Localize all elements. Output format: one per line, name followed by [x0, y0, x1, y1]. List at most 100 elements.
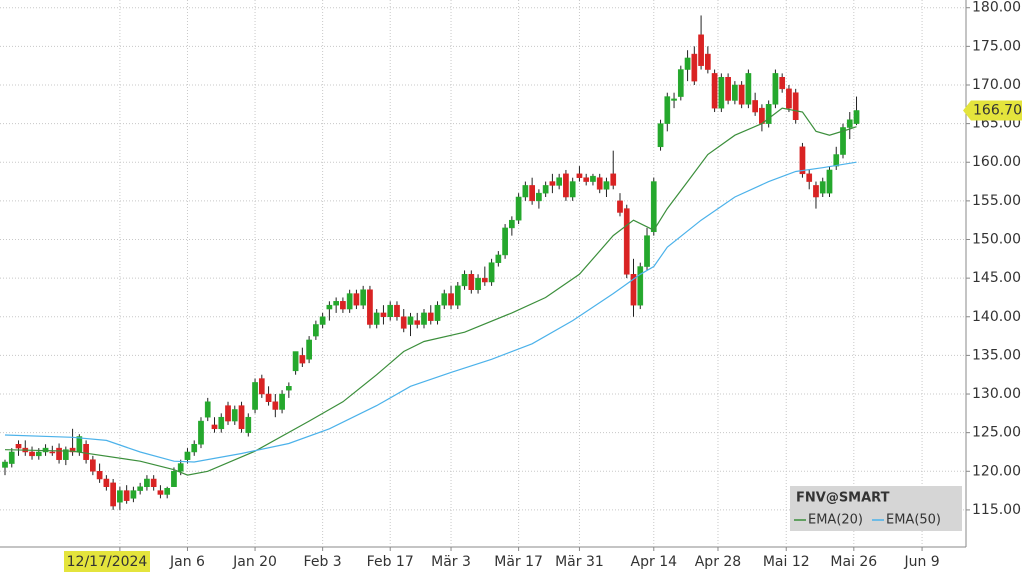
ema-line [4, 107, 857, 476]
candle-body [792, 92, 799, 121]
candle-body [623, 208, 630, 275]
candle-body [752, 100, 758, 113]
candle-body [853, 110, 860, 124]
candle-body [346, 293, 353, 310]
candle-body [515, 196, 522, 221]
x-tick-label: Mai 12 [763, 554, 810, 570]
candle-body [35, 451, 42, 457]
candle-body [191, 443, 198, 453]
candle-body [799, 146, 806, 175]
candle-body [569, 181, 576, 198]
candle-body [279, 393, 285, 410]
candle-body [583, 177, 590, 182]
x-tick-label: Apr 14 [631, 554, 678, 570]
candle-body [461, 274, 468, 287]
candle-body [664, 96, 671, 124]
legend-label: EMA(50) [886, 513, 941, 528]
candle-body [819, 181, 826, 194]
y-tick-label: 125.00 [972, 425, 1021, 441]
candle-body [421, 312, 427, 325]
legend-label: EMA(20) [808, 513, 863, 528]
candle-body [387, 304, 394, 318]
candle-body [522, 185, 529, 198]
candle-body [765, 104, 772, 124]
candle-body [123, 490, 130, 501]
candle-body [231, 409, 238, 422]
candle-body [556, 177, 563, 186]
candle-body [414, 320, 421, 325]
x-tick-label: Jan 6 [169, 554, 205, 570]
candle-body [691, 53, 698, 82]
candle-body [779, 77, 786, 90]
x-tick-label: Mär 17 [494, 554, 543, 570]
candle-body [454, 285, 461, 306]
candle-body [590, 175, 596, 182]
candle-body [434, 304, 441, 321]
candle-body [704, 53, 711, 70]
x-tick-label: Mai 26 [830, 554, 877, 570]
candle-body [110, 482, 116, 507]
candle-body [225, 405, 231, 422]
candle-body [137, 486, 144, 491]
candle-body [353, 293, 360, 306]
x-tick-label: Feb 17 [367, 554, 414, 570]
candle-body [617, 200, 623, 213]
candle-body [15, 443, 22, 449]
candle-body [171, 471, 177, 487]
candle-body [184, 451, 191, 460]
y-tick-label: 150.00 [972, 232, 1021, 248]
candle-body [630, 274, 637, 306]
candle-body [198, 420, 204, 445]
last-price-label: 166.70 [973, 102, 1022, 118]
candle-body [29, 451, 35, 457]
candle-body [806, 173, 813, 182]
candle-body [650, 181, 657, 233]
candle-body [380, 312, 387, 318]
candle-body [610, 173, 617, 186]
crosshair-date-box [64, 551, 150, 572]
candle-body [488, 262, 495, 283]
candle-body [373, 312, 380, 325]
candle-body [563, 173, 569, 198]
candle-body [49, 451, 56, 454]
candle-body [759, 107, 765, 124]
candle-body [117, 490, 123, 503]
last-price-marker [963, 100, 1022, 121]
candle-body [542, 185, 549, 194]
candle-body [846, 119, 853, 128]
y-tick-label: 180.00 [972, 0, 1021, 16]
x-tick-label: Jun 9 [903, 554, 939, 570]
candle-body [313, 324, 319, 337]
y-tick-label: 160.00 [972, 154, 1021, 170]
candle-body [164, 488, 171, 495]
candle-body [76, 436, 83, 453]
candle-body [306, 339, 312, 360]
candle-body [8, 451, 15, 464]
y-tick-label: 130.00 [972, 386, 1021, 402]
candle-body [481, 277, 488, 283]
candle-body [671, 98, 677, 101]
x-tick-label: Apr 28 [695, 554, 741, 570]
candle-body [90, 459, 96, 472]
candle-body [319, 316, 326, 325]
x-tick-label: Mär 3 [431, 554, 471, 570]
candle-body [495, 254, 502, 263]
candle-body [813, 185, 819, 198]
y-tick-label: 145.00 [972, 270, 1021, 286]
candle-body [603, 181, 610, 190]
candle-body [786, 88, 792, 109]
candle-body [258, 378, 265, 395]
candle-body [367, 289, 373, 325]
candle-body [677, 69, 684, 97]
candle-body [2, 461, 8, 468]
candle-body [576, 173, 583, 178]
x-tick-label: Feb 3 [304, 554, 342, 570]
candle-body [637, 266, 644, 306]
candle-body [150, 478, 157, 487]
candle-body [333, 301, 339, 306]
candle-body [529, 185, 535, 202]
candle-body [96, 471, 103, 480]
candle-body [177, 463, 184, 472]
candle-body [394, 304, 400, 318]
